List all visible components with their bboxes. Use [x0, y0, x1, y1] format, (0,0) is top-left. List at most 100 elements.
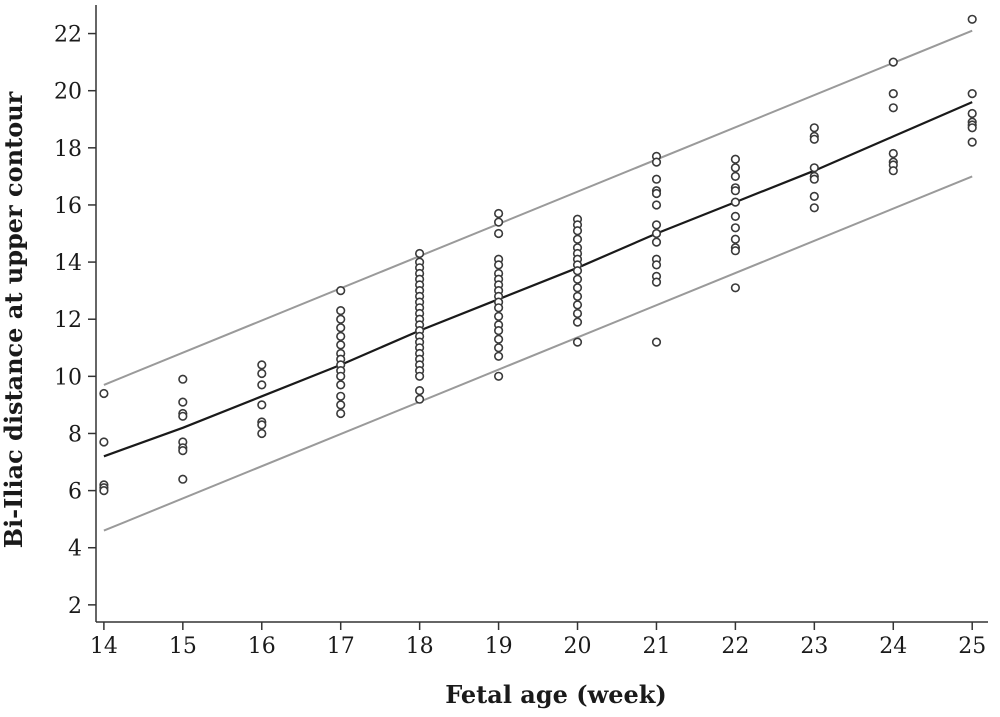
data-point	[967, 123, 977, 133]
data-point	[257, 380, 267, 390]
data-point	[730, 283, 741, 293]
data-point	[651, 337, 662, 347]
data-point	[967, 14, 977, 24]
data-point	[730, 223, 741, 233]
y-tick-label: 16	[54, 194, 82, 219]
y-tick-label: 18	[54, 137, 82, 162]
data-point	[494, 343, 504, 353]
data-point	[494, 303, 504, 313]
data-point	[651, 237, 662, 247]
y-tick-label: 8	[68, 422, 82, 447]
data-point	[99, 486, 109, 496]
y-tick-label: 6	[68, 480, 82, 505]
data-point	[730, 154, 741, 164]
data-point	[336, 371, 346, 381]
data-point	[494, 260, 504, 270]
data-point	[967, 88, 977, 99]
data-point	[336, 331, 346, 342]
x-tick-label: 25	[958, 634, 986, 659]
data-point	[572, 266, 583, 276]
data-point	[572, 337, 583, 347]
data-point	[178, 397, 188, 407]
data-point	[572, 291, 583, 302]
data-point	[888, 57, 898, 67]
data-point	[888, 103, 898, 113]
data-point	[257, 360, 267, 370]
plot-area	[99, 14, 977, 532]
data-point	[257, 400, 267, 410]
lower-bound-line	[103, 175, 973, 532]
data-point	[336, 286, 346, 296]
data-point	[336, 306, 346, 316]
data-point	[494, 326, 504, 336]
data-point	[651, 200, 662, 210]
data-point	[809, 191, 819, 201]
data-point	[415, 386, 425, 396]
y-tick-label: 22	[54, 23, 82, 48]
data-point	[809, 134, 819, 144]
data-point	[572, 308, 583, 319]
data-point	[809, 123, 819, 133]
data-point	[809, 203, 819, 213]
data-point	[257, 428, 267, 439]
fit-line	[103, 101, 973, 458]
x-tick-label: 20	[564, 634, 592, 659]
data-point	[178, 411, 188, 421]
data-point	[572, 283, 583, 293]
data-point	[730, 163, 741, 173]
data-point	[336, 380, 346, 390]
axes	[95, 5, 988, 623]
x-tick-label: 23	[800, 634, 828, 659]
y-axis-title: Bi-Iliac distance at upper contour	[0, 91, 28, 548]
data-point	[730, 171, 741, 181]
upper-bound-line	[103, 29, 973, 386]
data-point	[651, 260, 662, 270]
x-tick-label: 16	[248, 634, 276, 659]
data-point	[99, 437, 109, 447]
y-tick-label: 4	[68, 537, 82, 562]
x-tick-label: 17	[327, 634, 355, 659]
data-point	[572, 317, 583, 327]
x-tick-label: 22	[721, 634, 749, 659]
x-tick-label: 14	[90, 634, 118, 659]
data-point	[730, 197, 741, 207]
data-point	[651, 277, 662, 287]
data-point	[99, 388, 109, 399]
data-point	[809, 163, 819, 173]
data-point	[415, 248, 425, 259]
data-point	[494, 351, 504, 361]
data-point	[651, 228, 662, 239]
data-point	[651, 174, 662, 184]
y-tick-label: 14	[54, 251, 82, 276]
data-point	[651, 220, 662, 230]
data-point	[730, 211, 741, 221]
data-point	[651, 188, 662, 199]
data-point	[572, 300, 583, 310]
data-point	[494, 311, 504, 322]
data-point	[730, 246, 741, 256]
data-point	[336, 314, 346, 324]
data-point	[494, 217, 504, 227]
data-point	[336, 400, 346, 410]
y-tick-label: 10	[54, 365, 82, 390]
data-point	[178, 446, 188, 456]
data-point	[257, 368, 267, 379]
data-point	[888, 88, 898, 99]
data-point	[730, 186, 741, 196]
x-tick-label: 19	[485, 634, 513, 659]
data-point	[572, 226, 583, 236]
data-point	[415, 394, 425, 404]
x-axis-title: Fetal age (week)	[445, 680, 667, 709]
data-point	[888, 148, 898, 159]
data-point	[494, 371, 504, 381]
data-point	[651, 157, 662, 167]
data-point	[572, 274, 583, 284]
y-tick-label: 2	[68, 594, 82, 619]
data-point	[967, 108, 977, 119]
y-tick-label: 12	[54, 308, 82, 333]
x-tick-label: 21	[642, 634, 670, 659]
data-point	[336, 391, 346, 401]
data-point	[494, 334, 504, 344]
